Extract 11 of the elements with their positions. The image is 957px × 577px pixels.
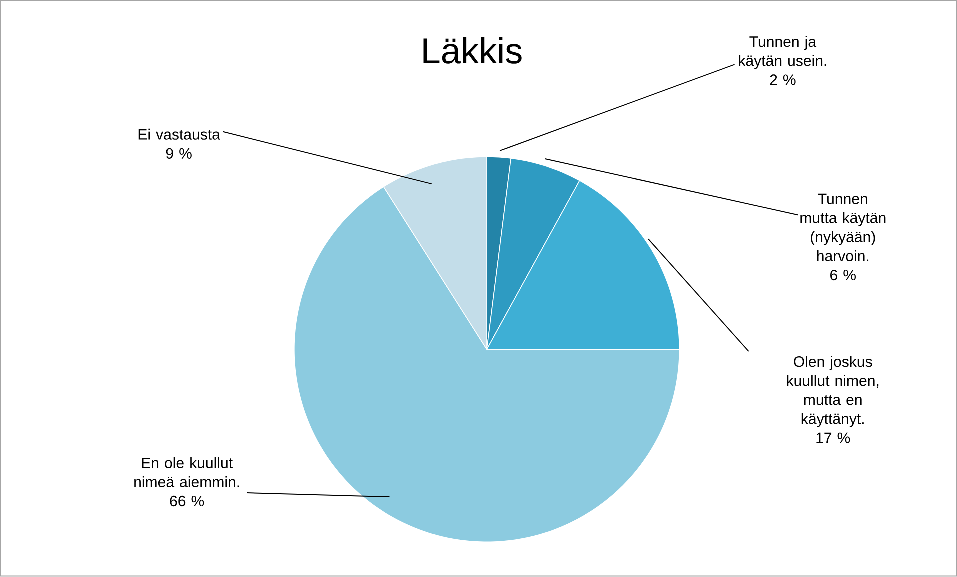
data-label: 2 % [770, 74, 796, 86]
slice-label: Tunnen ja käytän usein. [739, 36, 826, 70]
data-label: 17 % [816, 432, 850, 444]
chart-title: Läkkis [424, 37, 522, 64]
data-label: 9 % [166, 148, 192, 160]
data-label: 66 % [170, 496, 204, 507]
slice-label: Ei vastausta [138, 128, 220, 140]
slice-label: Tunnen mutta käytän (nykyään) harvoin. [800, 194, 886, 262]
data-label: 6 % [830, 270, 856, 281]
slice-label: En ole kuullut nimeä aiemmin. [134, 458, 240, 488]
slice-label: Olen joskus kuullut nimen, mutta en käyttänyt. [787, 356, 879, 428]
